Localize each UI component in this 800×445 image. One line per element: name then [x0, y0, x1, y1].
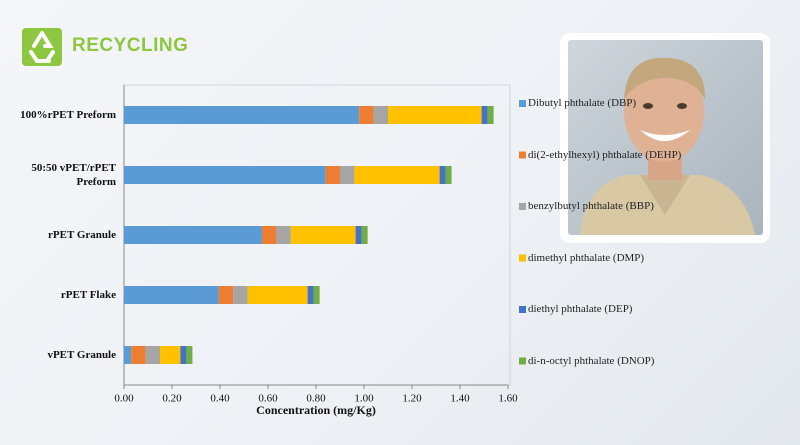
bar-segment	[481, 106, 488, 124]
bar-segment	[145, 346, 160, 364]
x-tick-label: 1.60	[498, 393, 518, 405]
bar-segment	[290, 226, 356, 244]
bar-segment	[355, 226, 362, 244]
bar-segment	[131, 346, 146, 364]
x-tick-label: 1.00	[354, 393, 374, 405]
legend-label: di(2-ethylhexyl) phthalate (DEHP)	[528, 148, 682, 161]
x-axis-title: Concentration (mg/Kg)	[256, 403, 376, 417]
y-tick-label: 100%rPET Preform	[20, 109, 116, 121]
bar-segment	[359, 106, 374, 124]
bar-segment	[247, 286, 308, 304]
bar-segment	[124, 166, 326, 184]
bar-segment	[307, 286, 314, 304]
y-tick-label: rPET Flake	[60, 289, 116, 301]
bar-segment	[445, 166, 452, 184]
bar-segment	[373, 106, 388, 124]
photo	[560, 33, 770, 243]
x-tick-label: 0.20	[162, 393, 182, 405]
logo	[22, 28, 62, 66]
legend-label: Dibutyl phthalate (DBP)	[528, 97, 637, 109]
x-tick-label: 0.40	[210, 393, 230, 405]
bar-segment	[313, 286, 320, 304]
bar-segment	[487, 106, 494, 124]
legend-label: di-n-octyl phthalate (DNOP)	[528, 354, 655, 367]
bar-segment	[340, 166, 355, 184]
legend-swatch	[519, 203, 526, 210]
bar-segment	[160, 346, 181, 364]
legend-label: benzylbutyl phthalate (BBP)	[528, 200, 654, 212]
legend-swatch	[519, 254, 526, 262]
legend-swatch	[519, 306, 526, 313]
bar-segment	[218, 286, 234, 304]
legend-label: dimethyl phthalate (DMP)	[528, 251, 645, 264]
legend-swatch	[519, 151, 526, 159]
bar-segment	[124, 286, 219, 304]
bar-segment	[180, 346, 187, 364]
bar-segment	[233, 286, 248, 304]
bar-segment	[262, 226, 277, 244]
legend-swatch	[519, 100, 526, 107]
x-tick-label: 0.00	[114, 393, 134, 405]
x-tick-label: 1.40	[450, 393, 470, 405]
bar-segment	[186, 346, 193, 364]
bar-segment	[325, 166, 340, 184]
bar-segment	[354, 166, 440, 184]
legend-label: diethyl phthalate (DEP)	[528, 303, 633, 315]
y-tick-label: 50:50 vPET/rPET Preform	[31, 162, 116, 188]
bar-segment	[439, 166, 446, 184]
bar-segment	[276, 226, 291, 244]
x-tick-label: 0.60	[258, 393, 278, 405]
bar-segment	[124, 226, 262, 244]
brand-title: RECYCLING	[72, 35, 189, 56]
bar-segment	[124, 106, 360, 124]
y-tick-label: vPET Granule	[47, 349, 116, 361]
bar-segment	[388, 106, 482, 124]
x-tick-label: 1.20	[402, 393, 422, 405]
bar-segment	[124, 346, 132, 364]
y-tick-label: rPET Granule	[48, 229, 116, 241]
bar-segment	[361, 226, 368, 244]
x-tick-label: 0.80	[306, 393, 326, 405]
legend-swatch	[519, 357, 526, 365]
